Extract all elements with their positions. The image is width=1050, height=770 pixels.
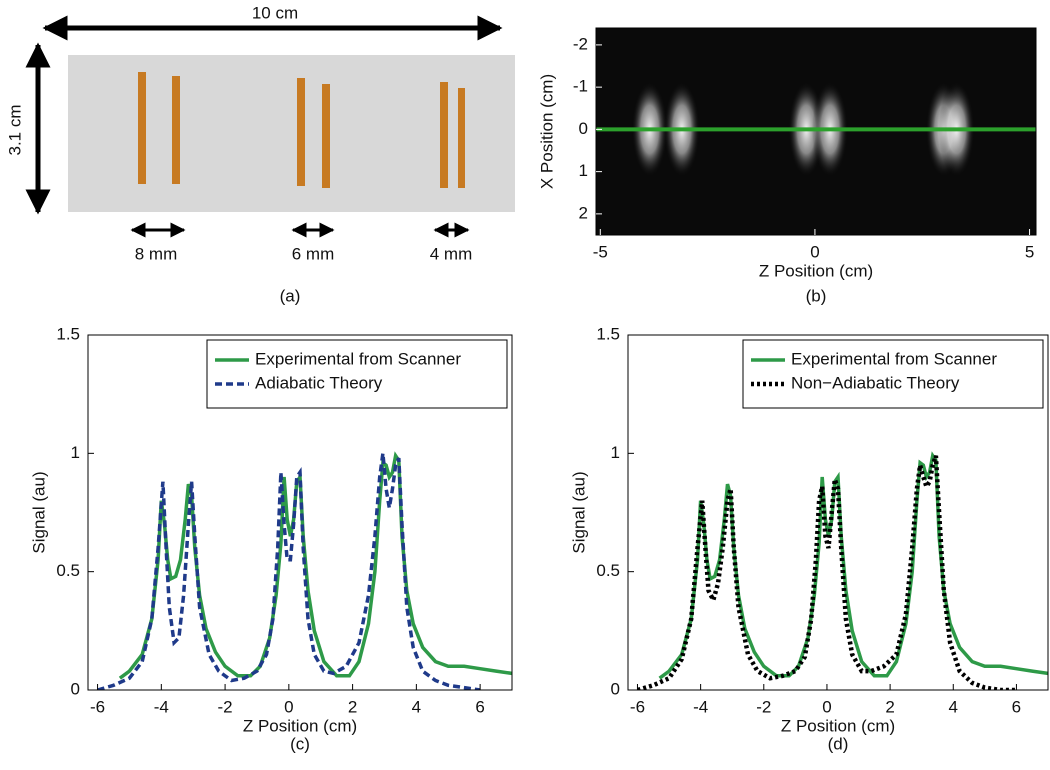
legend-label: Adiabatic Theory: [255, 373, 383, 392]
y-tick-label: 1.5: [56, 324, 80, 343]
series-line: [636, 454, 1017, 690]
x-tick-label: 2: [885, 697, 894, 716]
y-tick-label: 0: [611, 679, 620, 698]
spacing-label: 4 mm: [430, 244, 473, 263]
legend-label: Experimental from Scanner: [255, 349, 461, 368]
spacing-label: 6 mm: [292, 244, 335, 263]
x-tick-label: -2: [218, 697, 233, 716]
tubes: [138, 72, 465, 188]
y-tick-label: 0: [71, 679, 80, 698]
caption: (b): [806, 286, 827, 305]
y-tick-label: -2: [573, 34, 588, 53]
x-axis-label: Z Position (cm): [243, 716, 357, 735]
legend-label: Experimental from Scanner: [791, 349, 997, 368]
y-axis-label: X Position (cm): [537, 74, 556, 189]
caption: (c): [290, 734, 310, 753]
x-tick-label: -6: [90, 697, 105, 716]
x-axis-label: Z Position (cm): [759, 261, 873, 280]
y-axis-label: Signal (au): [29, 471, 48, 553]
x-axis-label: Z Position (cm): [781, 716, 895, 735]
x-tick-label: -5: [593, 242, 608, 261]
x-tick-label: 4: [949, 697, 958, 716]
y-tick-label: 0.5: [596, 561, 620, 580]
x-tick-label: 6: [475, 697, 484, 716]
height-label: 3.1 cm: [5, 104, 24, 155]
width-label: 10 cm: [252, 3, 298, 22]
y-tick-label: 0.5: [56, 561, 80, 580]
axes-frame: [627, 334, 1049, 691]
y-tick-label: 1: [579, 161, 588, 180]
spacing-label: 8 mm: [135, 244, 178, 263]
x-tick-label: -4: [693, 697, 708, 716]
x-tick-label: 2: [348, 697, 357, 716]
y-axis-label: Signal (au): [569, 471, 588, 553]
axes-frame: [87, 334, 513, 691]
y-tick-label: 1: [71, 443, 80, 462]
x-tick-label: 0: [284, 697, 293, 716]
x-tick-label: 0: [810, 242, 819, 261]
y-tick-label: 2: [579, 203, 588, 222]
x-tick-label: 5: [1025, 242, 1034, 261]
series-line: [97, 453, 481, 690]
legend-box: [742, 339, 1044, 409]
x-tick-label: -2: [756, 697, 771, 716]
x-tick-label: 4: [412, 697, 421, 716]
x-tick-label: -6: [630, 697, 645, 716]
x-tick-label: -4: [154, 697, 169, 716]
y-tick-label: 1.5: [596, 324, 620, 343]
y-tick-label: 0: [579, 119, 588, 138]
caption: (d): [828, 734, 849, 753]
x-tick-label: 6: [1012, 697, 1021, 716]
x-tick-label: 0: [822, 697, 831, 716]
y-tick-label: 1: [611, 443, 620, 462]
caption: (a): [280, 286, 301, 305]
axes-frame: [595, 27, 1037, 236]
legend-box: [206, 339, 508, 409]
photo-panel: 10 cm 3.1 cm 8 mm 6 mm 4 mm (a): [5, 3, 515, 305]
y-tick-label: -1: [573, 77, 588, 96]
legend-label: Non−Adiabatic Theory: [791, 373, 960, 392]
